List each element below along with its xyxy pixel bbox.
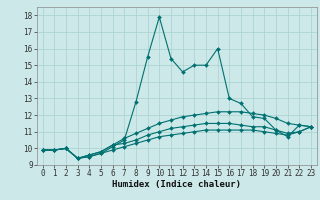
- X-axis label: Humidex (Indice chaleur): Humidex (Indice chaleur): [112, 180, 241, 189]
